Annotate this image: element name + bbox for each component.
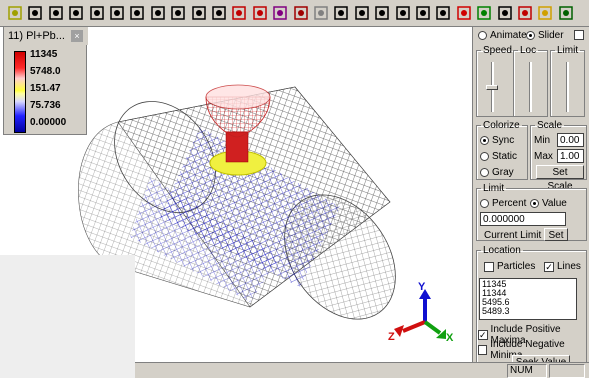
scale-group: Scale xyxy=(530,120,587,180)
legend-title: 11) Pl+Pb... xyxy=(4,27,88,45)
zoom-out-icon[interactable] xyxy=(169,4,187,22)
slider-check[interactable] xyxy=(574,30,584,40)
legend-value: 0.00000 xyxy=(30,117,67,128)
legend-color-bar xyxy=(14,51,26,133)
chart-icon[interactable] xyxy=(475,4,493,22)
max-input[interactable]: 1.00 xyxy=(557,149,584,163)
render1-icon[interactable] xyxy=(230,4,248,22)
view3-icon[interactable] xyxy=(394,4,412,22)
render4-icon[interactable] xyxy=(292,4,310,22)
sync-radio[interactable]: Sync xyxy=(480,135,514,146)
axis-triad xyxy=(394,289,446,339)
axis-x-label: X xyxy=(446,332,454,344)
render2-icon[interactable] xyxy=(251,4,269,22)
status-bar: NUM xyxy=(135,362,589,378)
legend-value: 11345 xyxy=(30,49,58,60)
nozzle xyxy=(205,84,271,176)
mesh-render: Y Z X xyxy=(78,84,454,344)
min-input[interactable]: 0.00 xyxy=(557,133,584,147)
limit-value-input[interactable]: 0.000000 xyxy=(480,212,566,226)
slider-radio[interactable]: Slider xyxy=(526,30,564,41)
legend-value: 5748.0 xyxy=(30,66,61,77)
model-viewport[interactable]: Y Z X 11) Pl+Pb... × 11345 5748.0 151.47… xyxy=(0,26,473,370)
legend-value: 151.47 xyxy=(30,83,61,94)
limit-slider[interactable] xyxy=(566,62,569,112)
gray-radio[interactable]: Gray xyxy=(480,167,514,178)
colorize-group: Colorize xyxy=(476,120,528,180)
max-label: Max xyxy=(534,151,553,162)
set-scale-button[interactable]: Set Scale xyxy=(536,165,584,192)
view4-icon[interactable] xyxy=(414,4,432,22)
value-radio[interactable]: Value xyxy=(530,198,567,209)
include-neg-check[interactable]: Include Negative Minima xyxy=(478,339,589,361)
num-indicator: NUM xyxy=(507,364,547,378)
percent-radio[interactable]: Percent xyxy=(480,198,526,209)
speed-group: Speed xyxy=(476,45,515,117)
control-panel: Animate Slider Speed Loc Limit Colorize … xyxy=(474,27,589,378)
open-icon[interactable] xyxy=(6,4,24,22)
particles-check[interactable]: Particles xyxy=(484,261,535,272)
render3-icon[interactable] xyxy=(271,4,289,22)
list-item[interactable]: 11344 xyxy=(482,288,507,298)
speed-thumb[interactable] xyxy=(486,85,498,90)
list-item[interactable]: 11345 xyxy=(482,279,507,289)
status-empty xyxy=(549,364,585,378)
cylinder-shell xyxy=(78,86,396,320)
axes-icon[interactable] xyxy=(128,4,146,22)
set-button[interactable]: Set xyxy=(544,228,568,241)
axis-y-label: Y xyxy=(418,281,426,293)
pan-icon[interactable] xyxy=(88,4,106,22)
rotate2-icon[interactable] xyxy=(67,4,85,22)
loc-group: Loc xyxy=(513,45,548,117)
find-icon[interactable] xyxy=(210,4,228,22)
triangle-icon[interactable] xyxy=(434,4,452,22)
color-legend[interactable]: 11) Pl+Pb... × 11345 5748.0 151.47 75.73… xyxy=(3,26,88,135)
include-pos-check[interactable]: ✓ Include Positive Maxima xyxy=(478,324,561,346)
current-limit-label: Current Limit xyxy=(484,230,542,241)
hand-icon[interactable] xyxy=(332,4,350,22)
graph-icon[interactable] xyxy=(496,4,514,22)
limit-slider-group: Limit xyxy=(550,45,585,117)
refresh-icon[interactable] xyxy=(455,4,473,22)
limit-group: Limit xyxy=(476,183,587,241)
view1-icon[interactable] xyxy=(353,4,371,22)
fit-icon[interactable] xyxy=(108,4,126,22)
lines-check[interactable]: ✓ Lines xyxy=(544,261,581,272)
sphere-icon[interactable] xyxy=(312,4,330,22)
list-item[interactable]: 5489.3 xyxy=(482,306,510,316)
rotate-icon[interactable] xyxy=(47,4,65,22)
animate-radio[interactable]: Animate xyxy=(478,30,527,41)
legend-value: 75.736 xyxy=(30,100,61,111)
axis-z-label: Z xyxy=(388,331,395,343)
grid-icon[interactable] xyxy=(557,4,575,22)
zoom-icon[interactable] xyxy=(26,4,44,22)
blank-pane xyxy=(0,255,135,378)
loc-slider[interactable] xyxy=(529,62,532,112)
close-icon[interactable]: × xyxy=(71,30,83,42)
static-radio[interactable]: Static xyxy=(480,151,517,162)
location-list[interactable]: 11345 11344 5495.6 5489.3 xyxy=(479,278,577,320)
view2-icon[interactable] xyxy=(373,4,391,22)
main-toolbar xyxy=(0,0,589,27)
zoom-in-icon[interactable] xyxy=(149,4,167,22)
bulb-icon[interactable] xyxy=(536,4,554,22)
zoom-box-icon[interactable] xyxy=(190,4,208,22)
min-label: Min xyxy=(534,135,551,146)
list-item[interactable]: 5495.6 xyxy=(482,297,510,307)
probe-icon[interactable] xyxy=(516,4,534,22)
